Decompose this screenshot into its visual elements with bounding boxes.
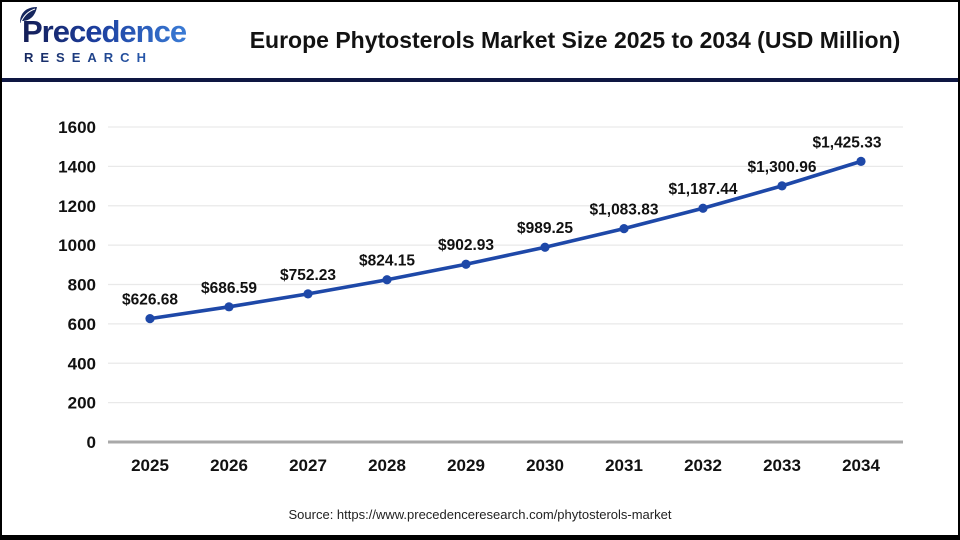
- data-label: $1,425.33: [813, 134, 882, 151]
- data-point: [145, 314, 155, 324]
- y-tick-label: 0: [87, 433, 96, 452]
- x-tick-label: 2031: [605, 456, 643, 475]
- series-line: [148, 159, 863, 321]
- data-point: [698, 203, 708, 213]
- y-tick-label: 1000: [58, 236, 96, 255]
- source-text: Source: https://www.precedenceresearch.c…: [288, 507, 672, 522]
- x-tick-label: 2029: [447, 456, 485, 475]
- data-point: [224, 302, 234, 312]
- y-tick-label: 200: [68, 394, 96, 413]
- page-title: Europe Phytosterols Market Size 2025 to …: [249, 26, 901, 53]
- y-tick-label: 400: [68, 354, 96, 373]
- data-point: [303, 289, 313, 299]
- x-tick-label: 2033: [763, 456, 801, 475]
- y-tick-label: 1400: [58, 157, 96, 176]
- data-label: $1,187.44: [669, 181, 738, 198]
- x-tick-label: 2026: [210, 456, 248, 475]
- chart-area: 0 200 400 600 800 1000 1200 1400 1600 2025 2026 202…: [2, 82, 958, 507]
- logo-wordmark: Precedence: [22, 13, 187, 49]
- data-point: [540, 242, 550, 252]
- brand-logo: Precedence RESEARCH: [16, 6, 206, 65]
- data-label: $1,300.96: [748, 159, 817, 176]
- data-label: $902.93: [438, 237, 494, 254]
- data-point: [382, 275, 392, 285]
- leaf-icon: [18, 5, 38, 30]
- data-label: $626.68: [122, 292, 178, 309]
- y-tick-label: 1200: [58, 197, 96, 216]
- x-tick-label: 2034: [842, 456, 880, 475]
- data-point: [856, 156, 866, 166]
- x-tick-label: 2032: [684, 456, 722, 475]
- x-tick-label: 2025: [131, 456, 169, 475]
- data-point: [777, 181, 787, 191]
- header: Precedence RESEARCH Europe Phytosterols …: [2, 2, 958, 78]
- data-label: $752.23: [280, 267, 336, 284]
- y-tick-label: 1600: [58, 118, 96, 137]
- data-point: [619, 224, 629, 234]
- x-tick-label: 2030: [526, 456, 564, 475]
- source-line: Source: https://www.precedenceresearch.c…: [2, 507, 958, 535]
- data-label: $989.25: [517, 220, 573, 237]
- data-label: $824.15: [359, 253, 415, 270]
- y-tick-label: 800: [68, 276, 96, 295]
- x-tick-label: 2027: [289, 456, 327, 475]
- data-label: $686.59: [201, 280, 257, 297]
- y-tick-label: 600: [68, 315, 96, 334]
- data-point: [461, 259, 471, 269]
- data-label: $1,083.83: [590, 202, 659, 219]
- logo-subtitle: RESEARCH: [22, 50, 206, 65]
- header-divider: [2, 78, 958, 82]
- line-chart: 0 200 400 600 800 1000 1200 1400 1600 2025 2026 202…: [58, 118, 903, 475]
- x-tick-label: 2028: [368, 456, 406, 475]
